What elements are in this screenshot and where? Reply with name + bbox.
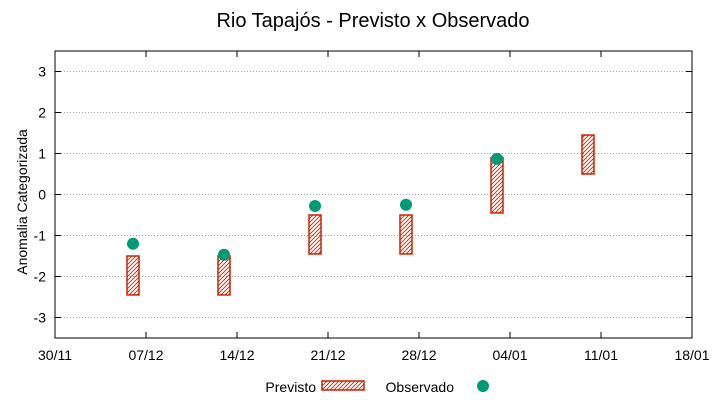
y-tick-label: 3 — [38, 64, 46, 80]
observado-point — [491, 152, 503, 165]
observado-series — [127, 152, 503, 261]
previsto-range-bar — [399, 214, 413, 255]
y-tick-label: -1 — [34, 228, 47, 244]
x-tick-label: 21/12 — [310, 347, 345, 363]
previsto-range-bar — [581, 134, 595, 175]
y-tick-label: 2 — [38, 105, 46, 121]
legend-label-observado: Observado — [386, 379, 455, 395]
previsto-series — [126, 134, 595, 296]
x-tick-label: 28/12 — [401, 347, 436, 363]
observado-point — [400, 198, 412, 211]
observado-point — [127, 237, 139, 250]
y-tick-label: 1 — [38, 146, 46, 162]
gridlines — [55, 71, 692, 318]
observado-point — [309, 199, 321, 212]
previsto-range-bar — [308, 214, 322, 255]
legend-swatch-previsto — [321, 380, 365, 391]
x-tick-label: 14/12 — [219, 347, 254, 363]
legend-marker-observado — [477, 380, 489, 392]
x-tick-label: 18/01 — [674, 347, 709, 363]
y-tick-label: 0 — [38, 187, 46, 203]
x-axis-ticks: 30/11 07/12 14/12 21/12 28/12 04/01 11/01 18/01 — [38, 51, 710, 363]
y-axis-ticks: -3 -2 -1 0 1 2 3 — [34, 64, 692, 326]
legend-label-previsto: Previsto — [265, 379, 316, 395]
x-tick-label: 04/01 — [492, 347, 527, 363]
y-axis-label: Anomalia Categorizada — [14, 129, 30, 275]
y-tick-label: -3 — [34, 310, 47, 326]
legend: Previsto Observado — [265, 379, 489, 395]
previsto-range-bar — [217, 255, 231, 296]
previsto-range-bar — [490, 156, 504, 214]
x-tick-label: 11/01 — [584, 347, 618, 363]
previsto-range-bar — [126, 255, 140, 296]
x-tick-label: 07/12 — [128, 347, 163, 363]
observado-point — [218, 248, 230, 261]
plot-frame — [54, 50, 693, 339]
y-tick-label: -2 — [34, 269, 47, 285]
chart-title: Rio Tapajós - Previsto x Observado — [216, 10, 529, 32]
x-tick-label: 30/11 — [38, 347, 72, 363]
